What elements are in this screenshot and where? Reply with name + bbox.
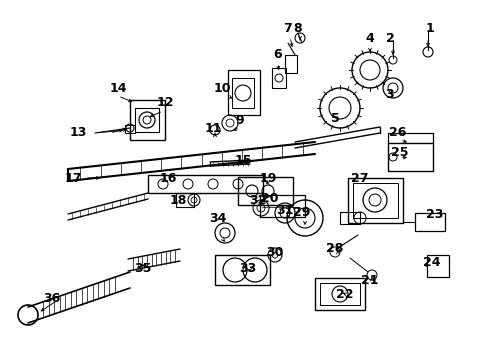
Bar — [231, 78, 253, 108]
Bar — [339, 212, 359, 224]
Bar — [130, 100, 164, 140]
Bar — [319, 283, 359, 305]
Text: 34: 34 — [209, 211, 226, 225]
Bar — [352, 183, 397, 218]
Bar — [314, 278, 364, 310]
Bar — [125, 125, 135, 133]
Text: 16: 16 — [159, 171, 176, 184]
Text: 6: 6 — [273, 49, 282, 62]
Text: 31: 31 — [276, 203, 293, 216]
Text: 28: 28 — [325, 242, 343, 255]
Text: 22: 22 — [336, 288, 353, 302]
Text: 4: 4 — [365, 31, 374, 45]
Text: 29: 29 — [293, 207, 310, 220]
Text: 9: 9 — [235, 113, 244, 126]
Text: 11: 11 — [204, 122, 221, 135]
Text: 27: 27 — [350, 171, 368, 184]
Text: 33: 33 — [239, 261, 256, 274]
Bar — [176, 193, 194, 207]
Text: 20: 20 — [261, 192, 278, 204]
Bar — [238, 177, 292, 205]
Text: 14: 14 — [109, 81, 126, 94]
Bar — [271, 68, 285, 88]
Text: 15: 15 — [234, 153, 251, 166]
Text: 10: 10 — [213, 81, 230, 94]
Bar — [260, 195, 305, 217]
Text: 24: 24 — [423, 256, 440, 270]
Text: 35: 35 — [134, 261, 151, 274]
Bar — [387, 143, 432, 171]
Bar — [285, 55, 296, 73]
Text: 3: 3 — [385, 89, 393, 102]
Text: 12: 12 — [156, 96, 173, 109]
Text: 23: 23 — [426, 208, 443, 221]
Bar — [148, 175, 263, 193]
Bar — [414, 213, 444, 231]
Text: 13: 13 — [69, 126, 86, 139]
Text: 36: 36 — [43, 292, 61, 305]
Text: 17: 17 — [64, 171, 81, 184]
Bar — [347, 178, 402, 223]
Bar — [227, 70, 260, 115]
Bar — [215, 255, 269, 285]
Text: 18: 18 — [169, 194, 186, 207]
Bar — [426, 255, 448, 277]
Text: 7: 7 — [282, 22, 291, 35]
Text: 25: 25 — [390, 147, 408, 159]
Text: 19: 19 — [259, 171, 276, 184]
Text: 2: 2 — [385, 31, 393, 45]
Text: 8: 8 — [293, 22, 302, 35]
Text: 26: 26 — [388, 126, 406, 139]
Text: 32: 32 — [249, 194, 266, 207]
Bar — [135, 108, 159, 132]
Text: 30: 30 — [266, 247, 283, 260]
Text: 21: 21 — [361, 274, 378, 287]
Text: 5: 5 — [330, 112, 339, 125]
Text: 1: 1 — [425, 22, 433, 35]
